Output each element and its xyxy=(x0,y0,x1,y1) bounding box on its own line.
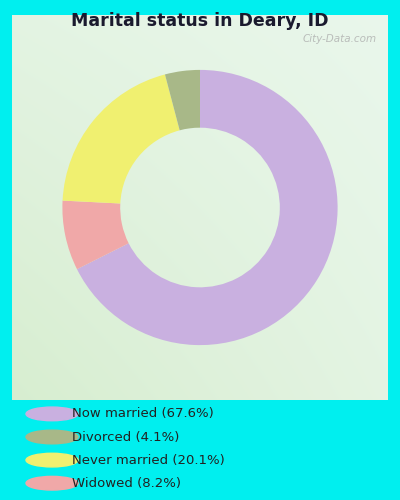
Wedge shape xyxy=(62,74,180,204)
Circle shape xyxy=(26,430,78,444)
Text: Divorced (4.1%): Divorced (4.1%) xyxy=(72,430,179,444)
Circle shape xyxy=(26,407,78,420)
Text: Now married (67.6%): Now married (67.6%) xyxy=(72,408,214,420)
Text: Marital status in Deary, ID: Marital status in Deary, ID xyxy=(71,12,329,30)
Circle shape xyxy=(26,454,78,467)
Text: Never married (20.1%): Never married (20.1%) xyxy=(72,454,225,466)
Wedge shape xyxy=(165,70,200,130)
Circle shape xyxy=(26,476,78,490)
Text: City-Data.com: City-Data.com xyxy=(302,34,377,44)
Text: Widowed (8.2%): Widowed (8.2%) xyxy=(72,476,181,490)
Wedge shape xyxy=(62,200,129,269)
Wedge shape xyxy=(77,70,338,345)
